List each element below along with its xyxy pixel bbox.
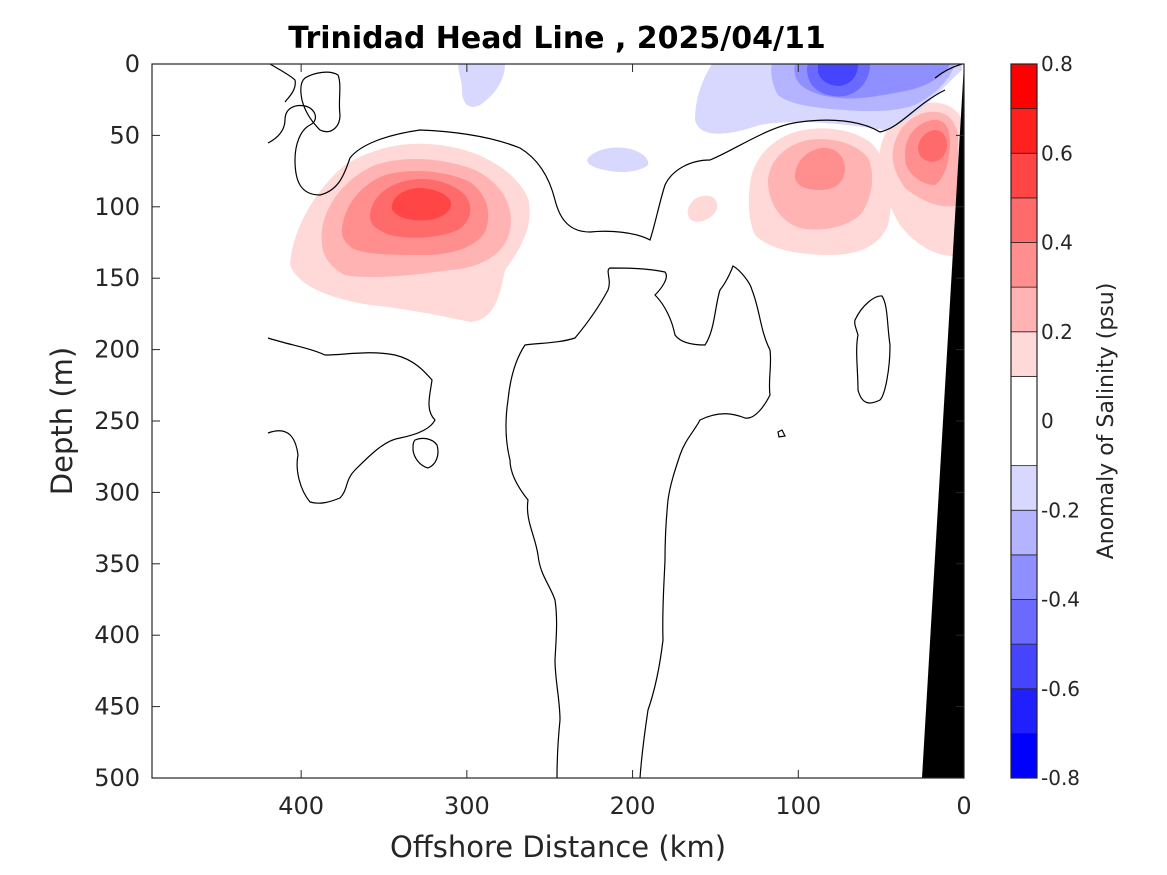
contour-line-tiny-loop	[777, 429, 786, 438]
fresh-patch-170km	[587, 147, 649, 173]
x-tick-label: 100	[775, 792, 821, 820]
colorbar-tick-label: 0.8	[1041, 52, 1073, 76]
colorbar-frame	[1010, 63, 1038, 779]
salty-core-offshore-06	[391, 188, 452, 221]
colorbar-tick-label: 0.2	[1041, 320, 1073, 344]
fresh-surface-80km-05	[818, 64, 858, 86]
y-tick-label: 200	[94, 336, 140, 364]
zero-contours	[267, 64, 963, 778]
colorbar-segment	[1010, 465, 1038, 511]
x-axis: 400 300 200 100 0	[278, 64, 972, 820]
y-axis-label: Depth (m)	[45, 347, 79, 495]
colorbar-segment	[1010, 599, 1038, 645]
colorbar-segment	[1010, 242, 1038, 288]
colorbar-segment	[1010, 509, 1038, 556]
plot-area	[151, 63, 965, 779]
y-tick-label: 300	[94, 478, 140, 506]
contour-line-upper-offshore	[267, 89, 946, 241]
x-tick-label: 200	[610, 792, 656, 820]
chart-title: Trinidad Head Line , 2025/04/11	[288, 21, 825, 56]
colorbar-segment	[1010, 732, 1038, 779]
colorbar-segment	[1010, 63, 1038, 110]
y-tick-label: 450	[94, 693, 140, 721]
colorbar-tick-label: 0	[1041, 409, 1054, 433]
x-axis-label: Offshore Distance (km)	[390, 830, 726, 864]
colorbar-tick-label: 0.4	[1041, 231, 1073, 255]
colorbar-tick-label: -0.4	[1041, 588, 1080, 612]
y-tick-label: 350	[94, 550, 140, 578]
contour-line-surface-left	[269, 64, 296, 103]
y-tick-label: 100	[94, 193, 140, 221]
contour-line-loop-left	[300, 71, 341, 133]
colorbar-tick-label: -0.8	[1041, 766, 1080, 790]
y-axis: 0 50 100 150 200 250 300 350 400 450 500	[94, 50, 964, 792]
contour-line-deep-central	[505, 265, 772, 778]
y-tick-label: 400	[94, 621, 140, 649]
y-tick-label: 0	[125, 50, 140, 78]
fresh-surface-280km	[458, 64, 505, 107]
colorbar-segment	[1010, 688, 1038, 734]
colorbar-segment	[1010, 197, 1038, 243]
y-tick-label: 50	[109, 121, 140, 149]
y-tick-label: 250	[94, 407, 140, 435]
colorbar-tick-label: 0.6	[1041, 141, 1073, 165]
contour-line-mid-left	[267, 337, 436, 504]
colorbar-segment	[1010, 554, 1038, 600]
colorbar-tick-label: -0.6	[1041, 677, 1080, 701]
contour-line-deep-right-loop	[854, 295, 891, 404]
colorbar-segment	[1010, 152, 1038, 199]
colorbar-tick-label: -0.2	[1041, 498, 1080, 522]
colorbar-segment	[1010, 643, 1038, 690]
x-tick-label: 400	[278, 792, 324, 820]
salty-blob-155km	[687, 195, 718, 222]
x-tick-label: 300	[444, 792, 490, 820]
salty-core-80km-04	[794, 147, 845, 190]
seafloor-wedge	[922, 64, 964, 778]
colorbar-segment	[1010, 331, 1038, 377]
y-tick-label: 500	[94, 764, 140, 792]
colorbar-segment	[1010, 108, 1038, 154]
contour-line-loop-small	[412, 437, 439, 469]
colorbar: 0.8 0.6 0.4 0.2 0 -0.2 -0.4 -0.6 -0.8	[1010, 52, 1080, 790]
salty-core-20km-05	[918, 130, 947, 162]
colorbar-segment	[1010, 286, 1038, 333]
y-tick-label: 150	[94, 264, 140, 292]
colorbar-label: Anomaly of Salinity (psu)	[1094, 283, 1119, 560]
x-tick-label: 0	[956, 792, 971, 820]
fresh-surface-40km-03	[890, 64, 950, 78]
colorbar-segment	[1010, 375, 1038, 467]
